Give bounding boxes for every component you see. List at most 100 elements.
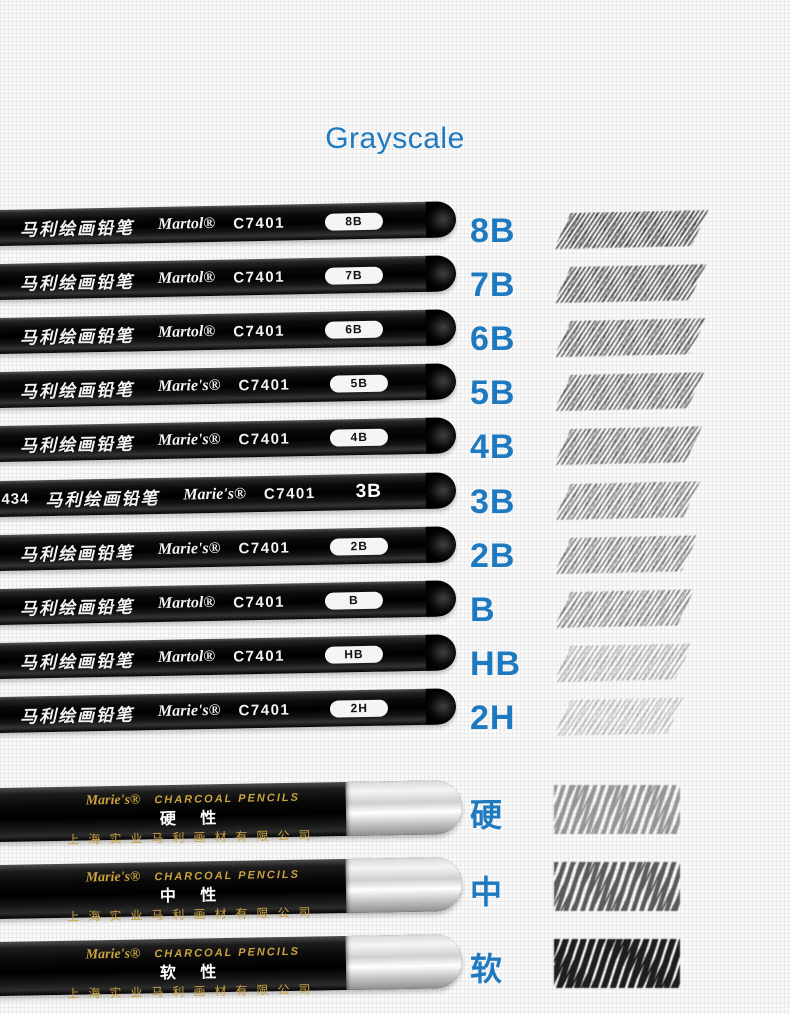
shade-swatch — [554, 318, 707, 357]
shade-swatch — [554, 697, 684, 736]
charcoal-pencil-print: Marie's® CHARCOAL PENCILS 硬 性 上海实业马利画材有限公… — [48, 786, 339, 848]
pencil-grade-stamp: B — [324, 591, 384, 610]
grade-label: 2B — [470, 537, 516, 575]
pencil-row: 马利绘画铅笔 Marie's® C7401 5B 5B — [0, 363, 790, 426]
pencil-model-number: C7401 — [233, 268, 286, 287]
silver-end-cap-icon — [345, 856, 463, 913]
pencil-chinese-name: 马利绘画铅笔 — [19, 542, 135, 565]
shade-swatch — [554, 426, 703, 465]
pencil-image: 马利绘画铅笔 Marie's® C7401 2H — [0, 688, 457, 734]
pencil-model-number: C7401 — [233, 322, 286, 341]
grade-label: 6B — [470, 320, 516, 358]
shade-swatch — [554, 535, 699, 574]
charcoal-pencil-image: Marie's® CHARCOAL PENCILS 中 性 上海实业马利画材有限公… — [0, 856, 463, 924]
pencil-row: 马利绘画铅笔 Marie's® C7401 4B 4B — [0, 417, 790, 480]
grade-label: 2H — [470, 699, 516, 737]
pencil-row: 马利绘画铅笔 Marie's® C7401 2H 2H — [0, 688, 790, 751]
pencil-grade-stamp: 2H — [330, 699, 389, 718]
pencil-row: 5434 马利绘画铅笔 Marie's® C7401 3B 3B — [0, 472, 790, 535]
grade-label: HB — [470, 645, 522, 683]
pencil-chinese-name: 马利绘画铅笔 — [19, 596, 135, 619]
pencil-row: 马利绘画铅笔 Martol® C7401 HB HB — [0, 634, 790, 697]
pencil-image: 马利绘画铅笔 Marie's® C7401 4B — [0, 417, 457, 463]
charcoal-brand: Marie's® — [85, 792, 141, 809]
shade-swatch — [554, 372, 705, 411]
shade-swatch — [554, 939, 680, 988]
pencil-row: 马利绘画铅笔 Martol® C7401 7B 7B — [0, 255, 790, 318]
pencil-grade-stamp: 3B — [355, 480, 383, 503]
silver-end-cap-icon — [345, 779, 463, 836]
pencil-grade-stamp: 7B — [324, 266, 384, 285]
grade-label: 4B — [470, 428, 516, 466]
pencil-model-number: C7401 — [233, 593, 286, 612]
hardness-label: 中 — [470, 874, 504, 910]
pencil-brand: Martol® — [157, 322, 216, 341]
page-title: Grayscale — [325, 122, 465, 155]
pencil-model-number: C7401 — [238, 538, 291, 557]
pencil-grade-stamp: HB — [324, 645, 384, 664]
pencil-serial: 5434 — [0, 489, 30, 508]
charcoal-type-en: CHARCOAL PENCILS — [154, 791, 300, 807]
charcoal-pencil-print: Marie's® CHARCOAL PENCILS 中 性 上海实业马利画材有限公… — [48, 863, 339, 925]
pencil-image: 马利绘画铅笔 Martol® C7401 B — [0, 580, 457, 626]
pencil-chinese-name: 马利绘画铅笔 — [19, 217, 135, 240]
pencil-row: 马利绘画铅笔 Martol® C7401 6B 6B — [0, 309, 790, 372]
charcoal-type-en: CHARCOAL PENCILS — [154, 868, 300, 884]
grade-label: B — [470, 591, 496, 629]
pencil-brand: Martol® — [157, 593, 216, 612]
pencil-model-number: C7401 — [233, 214, 286, 233]
pencil-brand: Martol® — [157, 268, 216, 287]
pencil-chinese-name: 马利绘画铅笔 — [19, 650, 135, 673]
charcoal-pencil-row: Marie's® CHARCOAL PENCILS 中 性 上海实业马利画材有限公… — [0, 856, 790, 937]
pencil-brand: Marie's® — [157, 430, 221, 449]
pencil-grade-stamp: 6B — [324, 320, 384, 339]
pencil-grade-stamp: 4B — [330, 428, 389, 447]
pencil-image: 马利绘画铅笔 Martol® C7401 6B — [0, 309, 457, 355]
shade-swatch — [554, 862, 680, 911]
pencil-model-number: C7401 — [238, 429, 291, 448]
pencil-image: 马利绘画铅笔 Marie's® C7401 5B — [0, 363, 457, 409]
pencil-chinese-name: 马利绘画铅笔 — [19, 433, 135, 456]
pencil-image: 马利绘画铅笔 Marie's® C7401 2B — [0, 526, 457, 572]
hardness-label: 软 — [470, 951, 504, 987]
pencil-model-number: C7401 — [238, 375, 291, 394]
shade-swatch — [554, 264, 707, 303]
charcoal-pencil-row: Marie's® CHARCOAL PENCILS 硬 性 上海实业马利画材有限公… — [0, 779, 790, 860]
pencil-model-number: C7401 — [263, 484, 316, 503]
pencil-chinese-name: 马利绘画铅笔 — [45, 488, 160, 510]
pencil-model-number: C7401 — [238, 700, 291, 719]
pencil-chinese-name: 马利绘画铅笔 — [19, 379, 135, 402]
pencil-chinese-name: 马利绘画铅笔 — [19, 325, 135, 348]
pencil-brand: Marie's® — [157, 376, 221, 395]
charcoal-pencil-row: Marie's® CHARCOAL PENCILS 软 性 上海实业马利画材有限公… — [0, 933, 790, 1014]
charcoal-type-en: CHARCOAL PENCILS — [154, 945, 300, 961]
shade-swatch — [554, 481, 701, 520]
pencil-chinese-name: 马利绘画铅笔 — [19, 704, 135, 727]
charcoal-brand: Marie's® — [85, 869, 141, 886]
grade-label: 7B — [470, 266, 516, 304]
pencil-chinese-name: 马利绘画铅笔 — [19, 271, 135, 294]
pencil-grade-stamp: 5B — [330, 374, 389, 393]
shade-swatch — [554, 589, 695, 628]
grade-label: 5B — [470, 374, 516, 412]
pencil-image: 马利绘画铅笔 Martol® C7401 7B — [0, 255, 457, 301]
pencil-image: 马利绘画铅笔 Martol® C7401 HB — [0, 634, 457, 680]
grade-label: 3B — [470, 483, 516, 521]
shade-swatch — [554, 210, 709, 249]
hardness-label: 硬 — [470, 797, 504, 833]
pencil-grade-stamp: 8B — [324, 212, 384, 231]
pencil-row: 马利绘画铅笔 Martol® C7401 8B 8B — [0, 201, 790, 264]
pencil-brand: Martol® — [157, 214, 216, 233]
grade-label: 8B — [470, 212, 516, 250]
charcoal-brand: Marie's® — [85, 946, 141, 963]
pencil-grade-stamp: 2B — [330, 537, 389, 556]
pencil-image: 马利绘画铅笔 Martol® C7401 8B — [0, 201, 457, 247]
pencil-brand: Marie's® — [157, 701, 221, 720]
shade-swatch — [554, 643, 692, 682]
charcoal-pencil-print: Marie's® CHARCOAL PENCILS 软 性 上海实业马利画材有限公… — [48, 940, 339, 1002]
pencil-brand: Martol® — [157, 647, 216, 666]
pencil-brand: Marie's® — [157, 539, 221, 558]
silver-end-cap-icon — [345, 933, 463, 990]
pencil-row: 马利绘画铅笔 Martol® C7401 B B — [0, 580, 790, 643]
